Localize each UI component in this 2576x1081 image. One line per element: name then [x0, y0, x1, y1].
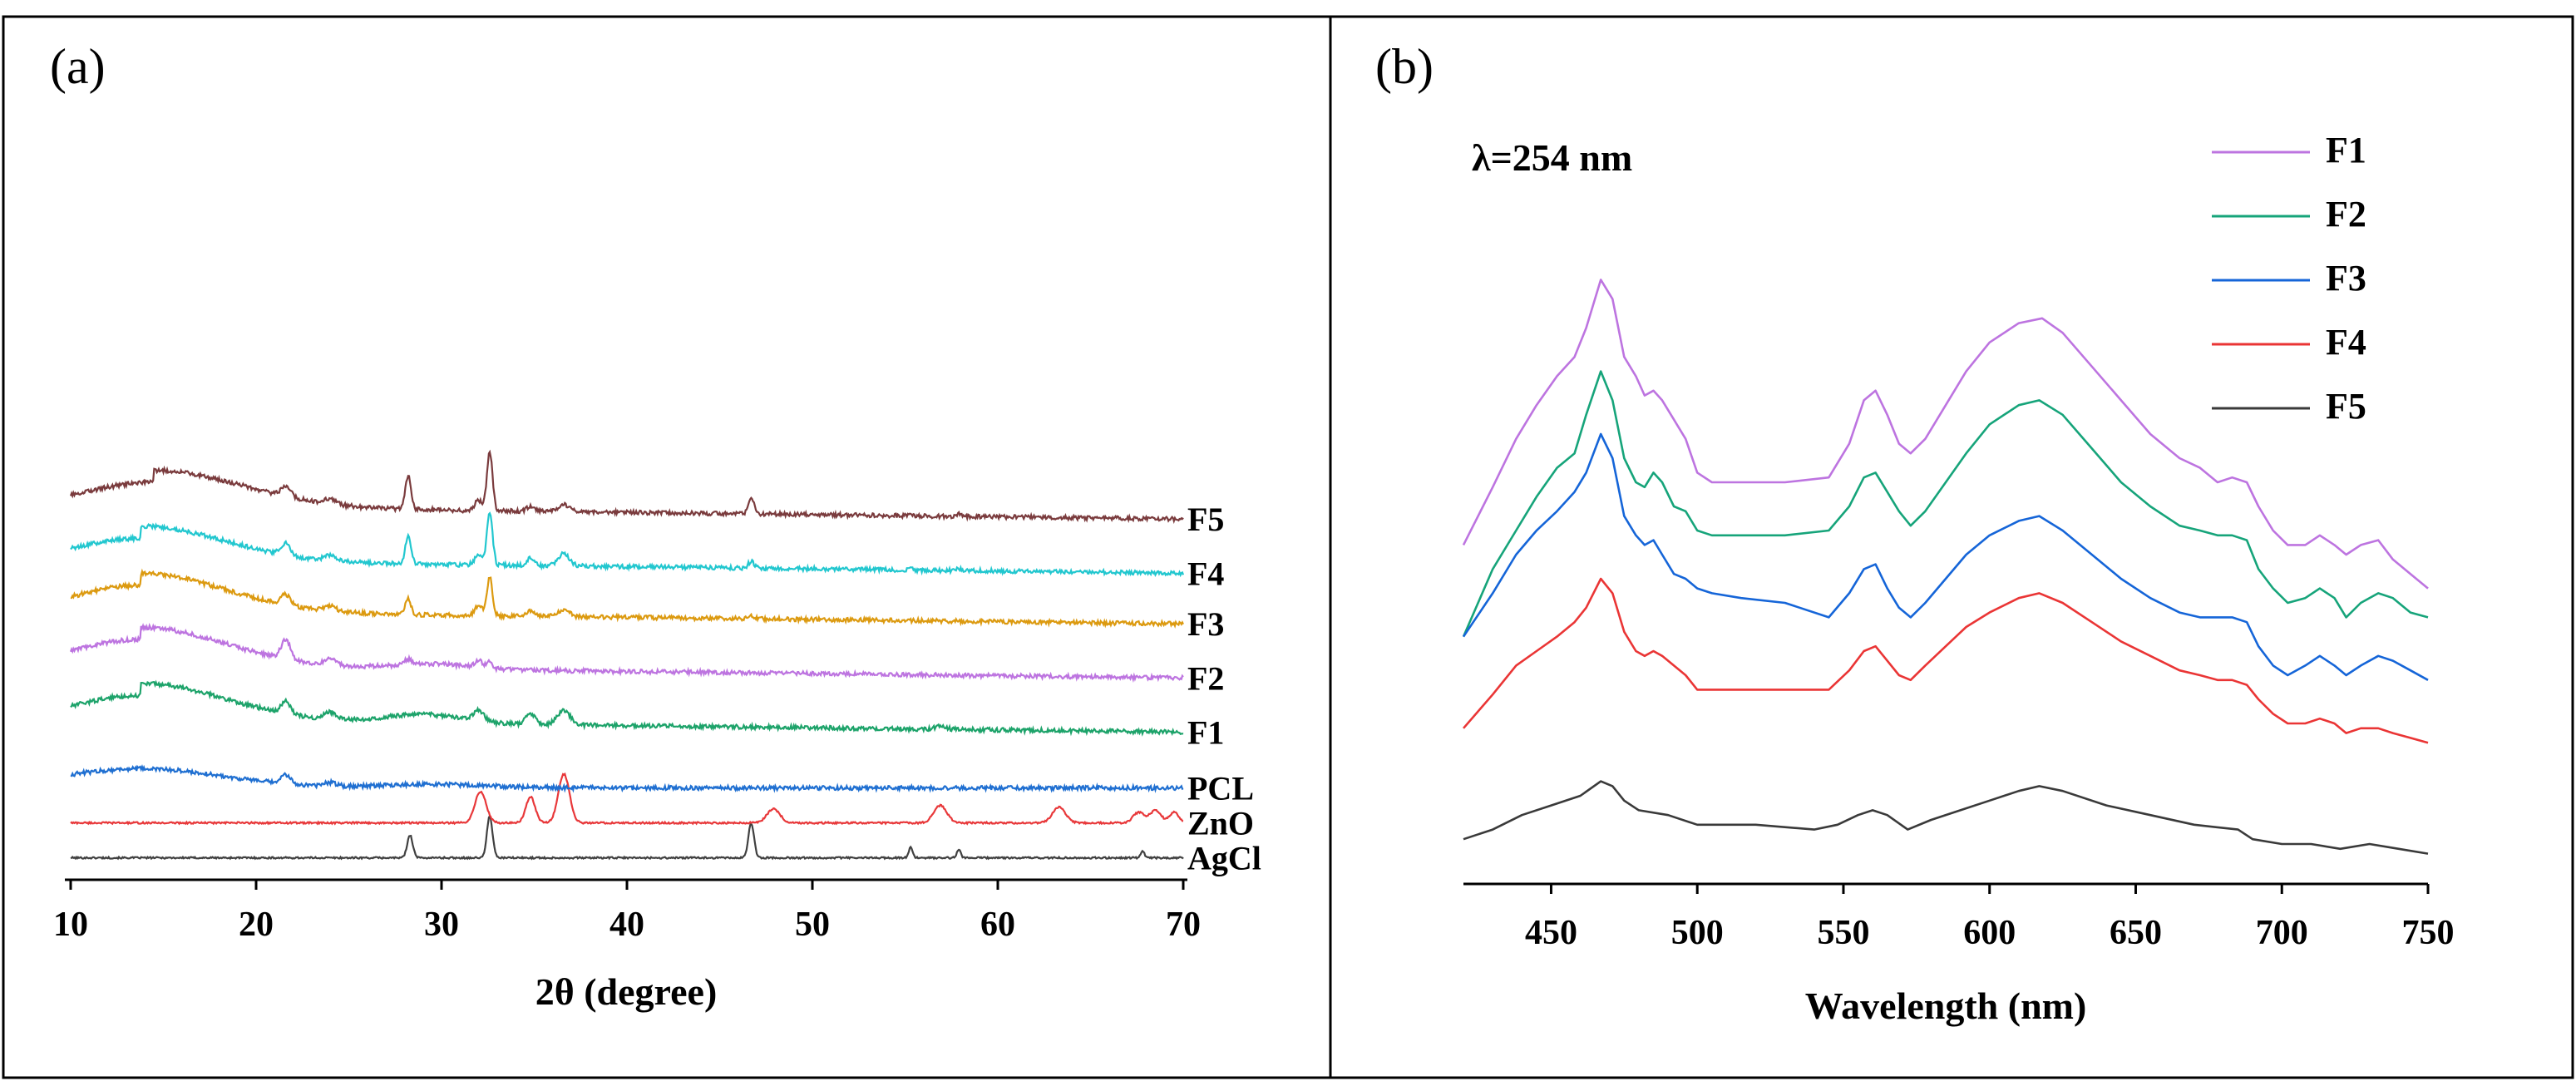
panel-b-letter: (b) [1375, 39, 1434, 94]
panel-a-series-group [69, 449, 1185, 861]
panel-b-series-group [1462, 279, 2429, 855]
pl-line-f4 [1463, 577, 2429, 744]
panel-b-excitation-annotation: λ=254 nm [1472, 136, 1632, 179]
pl-line-f1 [1462, 279, 2429, 590]
xrd-label-f5: F5 [1187, 501, 1224, 538]
panel-b-pl-chart: (b) λ=254 nm 450 500 550 600 650 700 750 Wavel… [1375, 39, 2455, 1027]
xrd-line-f3 [70, 568, 1184, 629]
panel-b-tick-label: 600 [1963, 914, 2016, 952]
panel-b-tick-label: 700 [2256, 914, 2308, 952]
panel-b-tick-label: 500 [1671, 914, 1724, 952]
panel-a-tick-label: 20 [239, 906, 274, 944]
legend-label-f5: F5 [2326, 386, 2366, 427]
panel-b-tick-label: 750 [2402, 914, 2455, 952]
xrd-line-f4 [70, 511, 1185, 578]
pl-line-f5 [1463, 780, 2429, 855]
xrd-label-f1: F1 [1187, 713, 1224, 751]
panel-b-tick-label: 650 [2110, 914, 2162, 952]
legend-label-f1: F1 [2326, 130, 2366, 170]
xrd-line-f1 [70, 679, 1184, 737]
panel-b-legend: F1 F2 F3 F4 F5 [2212, 130, 2366, 427]
legend-label-f4: F4 [2326, 322, 2366, 363]
legend-label-f3: F3 [2326, 258, 2366, 299]
panel-b-x-axis-label: Wavelength (nm) [1805, 985, 2087, 1027]
panel-a-tick-label: 40 [609, 906, 644, 944]
legend-label-f2: F2 [2326, 194, 2366, 234]
panel-b-tick-label: 550 [1817, 914, 1869, 952]
panel-a-tick-label: 10 [53, 906, 88, 944]
panel-a-tick-label: 30 [424, 906, 459, 944]
panel-a-tick-label: 60 [980, 906, 1015, 944]
xrd-line-agcl [70, 814, 1184, 861]
figure-border [2, 15, 2574, 1079]
panel-a-x-axis-label: 2θ (degree) [535, 970, 718, 1013]
panel-a-xrd-chart: (a) 10 20 30 40 50 60 70 2θ (degree) AgClZnOPC… [50, 39, 1261, 1013]
xrd-line-f2 [69, 622, 1184, 684]
panel-a-tick-label: 70 [1166, 906, 1201, 944]
xrd-label-f4: F4 [1187, 555, 1224, 592]
pl-line-f2 [1462, 370, 2429, 638]
xrd-label-f3: F3 [1187, 605, 1224, 643]
panel-a-x-ticks: 10 20 30 40 50 60 70 [53, 880, 1201, 944]
xrd-label-zno: ZnO [1187, 805, 1254, 842]
panel-b-tick-label: 450 [1525, 914, 1577, 952]
panel-a-letter: (a) [50, 39, 106, 94]
pl-line-f3 [1462, 432, 2429, 681]
panel-b-x-ticks: 450 500 550 600 650 700 750 [1525, 884, 2455, 952]
xrd-label-f2: F2 [1187, 659, 1224, 697]
xrd-line-zno [70, 772, 1184, 826]
xrd-line-pcl [70, 763, 1184, 793]
xrd-label-pcl: PCL [1187, 770, 1254, 807]
xrd-line-f5 [69, 449, 1184, 525]
panel-a-tick-label: 50 [795, 906, 830, 944]
xrd-label-agcl: AgCl [1187, 840, 1261, 877]
